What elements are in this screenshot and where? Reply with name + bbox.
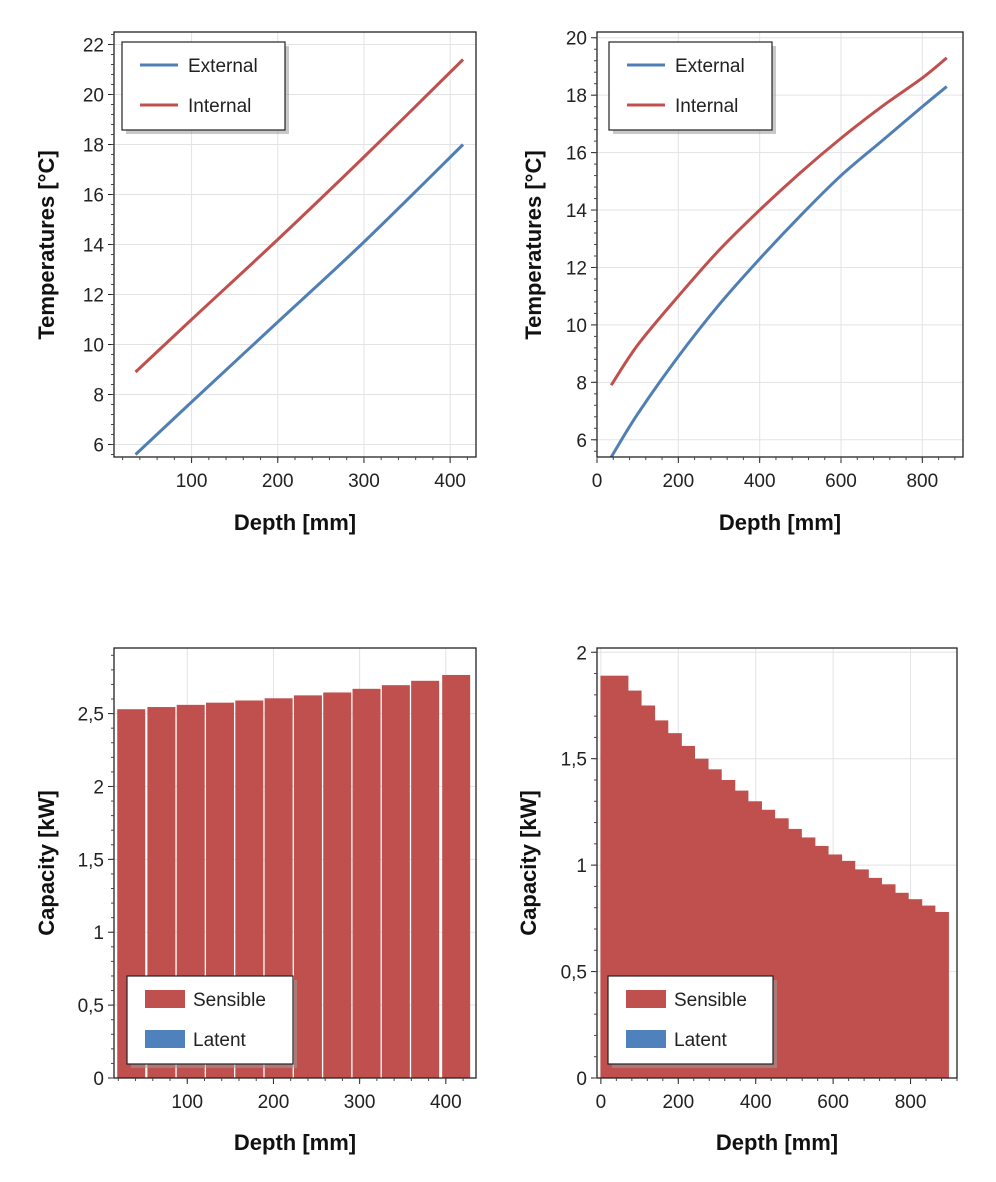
x-tick-label: 200	[662, 1092, 694, 1113]
y-tick-label: 14	[566, 201, 588, 222]
x-tick-label: 600	[817, 1092, 849, 1113]
x-axis-title: Depth [mm]	[234, 1130, 356, 1155]
x-tick-label: 400	[744, 471, 776, 492]
series-line-internal	[609, 56, 948, 387]
series-line-internal	[134, 58, 465, 374]
x-tick-label: 800	[895, 1092, 927, 1113]
x-tick-label: 100	[176, 471, 208, 492]
bar-sensible	[411, 680, 440, 1078]
x-tick-label: 200	[662, 471, 694, 492]
x-tick-label: 400	[740, 1092, 772, 1113]
x-tick-label: 0	[592, 471, 603, 492]
x-axis-title: Depth [mm]	[719, 510, 841, 535]
y-tick-label: 16	[83, 186, 104, 207]
y-axis-title: Capacity [kW]	[516, 790, 541, 935]
legend-label-external: External	[188, 56, 258, 77]
y-tick-label: 8	[576, 373, 587, 394]
bar-sensible	[381, 685, 410, 1078]
y-tick-label: 6	[576, 431, 587, 452]
y-tick-label: 18	[566, 86, 587, 107]
y-tick-label: 0	[576, 1069, 587, 1090]
y-tick-label: 1,5	[561, 750, 587, 771]
x-axis-title: Depth [mm]	[234, 510, 356, 535]
bar-sensible	[920, 911, 949, 1078]
y-tick-label: 10	[566, 316, 587, 337]
y-tick-label: 2	[93, 777, 104, 798]
y-tick-label: 1,5	[78, 850, 104, 871]
y-tick-label: 0,5	[561, 963, 587, 984]
series-line-external	[134, 143, 465, 456]
chart-capacity-small: 100 200 300 400 0 0,5 1 1,5 2 2,5 Depth [mm] Capa…	[34, 647, 477, 1155]
bar-sensible	[323, 692, 352, 1078]
chart-temperatures-large: 0 200 400 600 800 6 8 10 12 14 16 18 20 Depth [mm] T…	[521, 29, 964, 535]
y-tick-label: 0	[93, 1069, 104, 1090]
y-tick-label: 2	[576, 643, 587, 664]
y-tick-label: 12	[566, 258, 587, 279]
legend-swatch-sensible	[145, 990, 185, 1008]
bar-sensible	[352, 688, 381, 1078]
legend-label-external: External	[675, 56, 745, 77]
legend-label-internal: Internal	[188, 96, 251, 117]
legend-label-internal: Internal	[675, 96, 738, 117]
x-tick-label: 300	[344, 1092, 376, 1113]
y-tick-label: 20	[83, 86, 104, 107]
legend-box	[121, 41, 286, 131]
x-tick-label: 200	[258, 1092, 290, 1113]
plot-frame	[596, 647, 958, 1079]
legend-swatch-latent	[145, 1030, 185, 1048]
y-axis-title: Temperatures [°C]	[521, 150, 546, 339]
y-tick-label: 8	[93, 386, 104, 407]
legend-label-sensible: Sensible	[674, 990, 747, 1011]
x-tick-label: 800	[906, 471, 938, 492]
y-tick-label: 2,5	[78, 705, 104, 726]
x-axis-title: Depth [mm]	[716, 1130, 838, 1155]
y-tick-label: 16	[566, 144, 587, 165]
legend: External Internal	[608, 41, 776, 134]
y-tick-label: 1	[93, 923, 104, 944]
y-tick-label: 12	[83, 286, 104, 307]
y-axis-title: Capacity [kW]	[34, 790, 59, 935]
y-tick-label: 14	[83, 236, 105, 257]
legend: External Internal	[121, 41, 289, 134]
y-tick-label: 22	[83, 36, 104, 57]
y-tick-label: 0,5	[78, 996, 104, 1017]
y-tick-label: 1	[576, 856, 587, 877]
legend-swatch-sensible	[626, 990, 666, 1008]
x-tick-label: 200	[262, 471, 294, 492]
x-tick-label: 300	[348, 471, 380, 492]
y-tick-label: 10	[83, 336, 104, 357]
legend-label-latent: Latent	[193, 1030, 247, 1051]
x-tick-label: 0	[596, 1092, 607, 1113]
y-tick-label: 20	[566, 29, 587, 50]
legend-label-sensible: Sensible	[193, 990, 266, 1011]
x-tick-label: 600	[825, 471, 857, 492]
legend-label-latent: Latent	[674, 1030, 728, 1051]
x-tick-label: 400	[434, 471, 466, 492]
y-tick-label: 6	[93, 436, 104, 457]
x-tick-label: 400	[430, 1092, 462, 1113]
plot-frame	[113, 647, 477, 1079]
legend-box	[608, 41, 773, 131]
legend: Sensible Latent	[607, 975, 777, 1068]
y-tick-label: 18	[83, 136, 104, 157]
bar-sensible	[293, 695, 322, 1078]
series-line-external	[609, 85, 948, 457]
y-axis-title: Temperatures [°C]	[34, 150, 59, 339]
bar-sensible	[442, 674, 471, 1078]
legend: Sensible Latent	[126, 975, 297, 1068]
x-tick-label: 100	[171, 1092, 203, 1113]
chart-capacity-large: 0 200 400 600 800 0 0,5 1 1,5 2 Depth [mm] Capaci…	[516, 643, 958, 1155]
legend-swatch-latent	[626, 1030, 666, 1048]
